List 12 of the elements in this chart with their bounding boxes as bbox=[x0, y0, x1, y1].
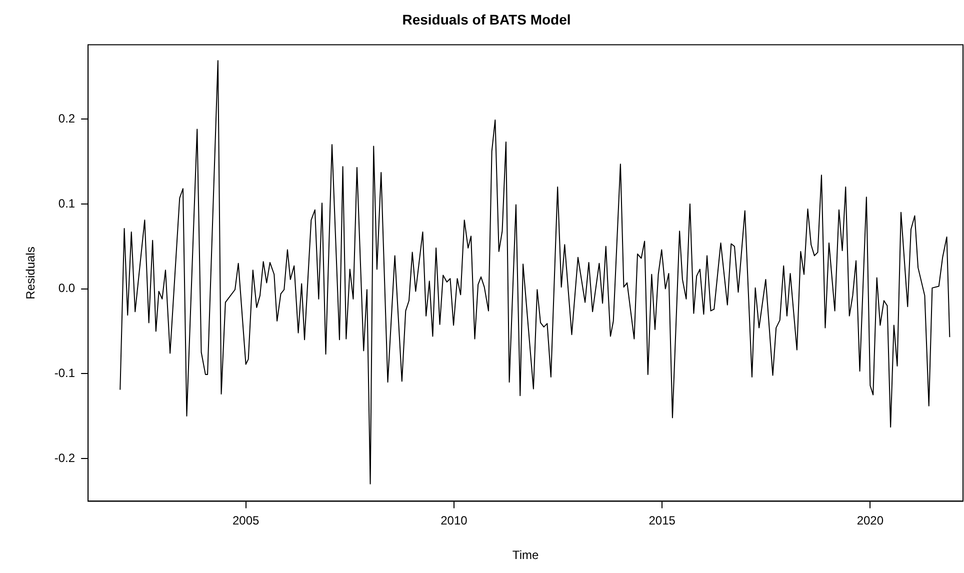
y-tick-label: -0.2 bbox=[54, 450, 76, 465]
x-tick-label: 2005 bbox=[232, 514, 260, 528]
x-tick-label: 2010 bbox=[440, 514, 468, 528]
x-tick-label: 2015 bbox=[648, 514, 676, 528]
y-tick-label: 0.0 bbox=[58, 281, 76, 296]
x-axis-title: Time bbox=[512, 548, 539, 562]
y-tick-label: -0.1 bbox=[54, 366, 76, 380]
y-tick-label: 0.2 bbox=[58, 111, 76, 126]
y-tick-label: 0.1 bbox=[58, 196, 76, 210]
y-axis-title: Residuals bbox=[24, 246, 38, 300]
x-tick-label: 2020 bbox=[856, 514, 884, 528]
chart-title: Residuals of BATS Model bbox=[402, 11, 571, 28]
